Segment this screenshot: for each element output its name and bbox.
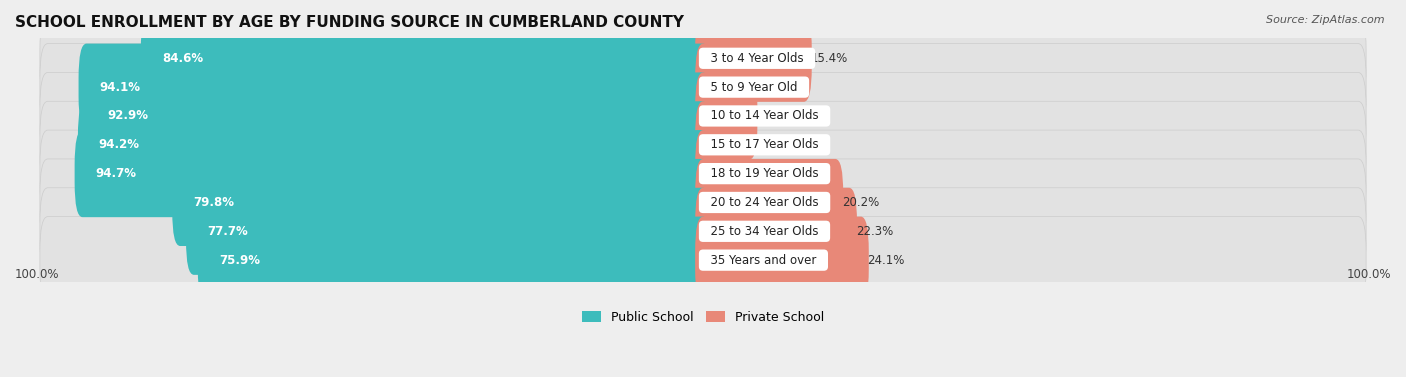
FancyBboxPatch shape bbox=[695, 217, 869, 304]
Text: 7.1%: 7.1% bbox=[756, 109, 786, 123]
FancyBboxPatch shape bbox=[695, 72, 758, 159]
FancyBboxPatch shape bbox=[39, 217, 1367, 304]
Text: 18 to 19 Year Olds: 18 to 19 Year Olds bbox=[703, 167, 827, 180]
FancyBboxPatch shape bbox=[141, 15, 711, 102]
Text: 15.4%: 15.4% bbox=[810, 52, 848, 65]
Text: Source: ZipAtlas.com: Source: ZipAtlas.com bbox=[1267, 15, 1385, 25]
Text: 5.3%: 5.3% bbox=[744, 167, 773, 180]
Text: 3 to 4 Year Olds: 3 to 4 Year Olds bbox=[703, 52, 811, 65]
FancyBboxPatch shape bbox=[39, 159, 1367, 246]
Text: 75.9%: 75.9% bbox=[219, 254, 260, 267]
FancyBboxPatch shape bbox=[695, 15, 811, 102]
FancyBboxPatch shape bbox=[86, 72, 711, 159]
Text: 92.9%: 92.9% bbox=[107, 109, 149, 123]
Text: 24.1%: 24.1% bbox=[868, 254, 905, 267]
Text: SCHOOL ENROLLMENT BY AGE BY FUNDING SOURCE IN CUMBERLAND COUNTY: SCHOOL ENROLLMENT BY AGE BY FUNDING SOUR… bbox=[15, 15, 683, 30]
Text: 94.7%: 94.7% bbox=[96, 167, 136, 180]
FancyBboxPatch shape bbox=[173, 159, 711, 246]
Text: 5.9%: 5.9% bbox=[748, 81, 778, 93]
Text: 77.7%: 77.7% bbox=[207, 225, 247, 238]
FancyBboxPatch shape bbox=[39, 188, 1367, 275]
FancyBboxPatch shape bbox=[79, 44, 711, 131]
FancyBboxPatch shape bbox=[695, 159, 844, 246]
Text: 100.0%: 100.0% bbox=[15, 268, 59, 281]
FancyBboxPatch shape bbox=[77, 101, 711, 188]
FancyBboxPatch shape bbox=[39, 15, 1367, 102]
FancyBboxPatch shape bbox=[39, 44, 1367, 131]
Text: 100.0%: 100.0% bbox=[1347, 268, 1391, 281]
Legend: Public School, Private School: Public School, Private School bbox=[576, 306, 830, 329]
FancyBboxPatch shape bbox=[186, 188, 711, 275]
FancyBboxPatch shape bbox=[39, 72, 1367, 159]
FancyBboxPatch shape bbox=[695, 44, 749, 131]
FancyBboxPatch shape bbox=[695, 101, 749, 188]
Text: 22.3%: 22.3% bbox=[856, 225, 893, 238]
Text: 94.1%: 94.1% bbox=[100, 81, 141, 93]
Text: 10 to 14 Year Olds: 10 to 14 Year Olds bbox=[703, 109, 827, 123]
Text: 15 to 17 Year Olds: 15 to 17 Year Olds bbox=[703, 138, 827, 151]
Text: 94.2%: 94.2% bbox=[98, 138, 139, 151]
FancyBboxPatch shape bbox=[695, 188, 858, 275]
FancyBboxPatch shape bbox=[39, 101, 1367, 188]
FancyBboxPatch shape bbox=[198, 217, 711, 304]
Text: 20 to 24 Year Olds: 20 to 24 Year Olds bbox=[703, 196, 827, 209]
FancyBboxPatch shape bbox=[695, 130, 745, 217]
Text: 79.8%: 79.8% bbox=[193, 196, 235, 209]
Text: 84.6%: 84.6% bbox=[162, 52, 202, 65]
Text: 35 Years and over: 35 Years and over bbox=[703, 254, 824, 267]
Text: 5.8%: 5.8% bbox=[748, 138, 778, 151]
Text: 20.2%: 20.2% bbox=[842, 196, 879, 209]
FancyBboxPatch shape bbox=[39, 130, 1367, 217]
FancyBboxPatch shape bbox=[75, 130, 711, 217]
Text: 5 to 9 Year Old: 5 to 9 Year Old bbox=[703, 81, 806, 93]
Text: 25 to 34 Year Olds: 25 to 34 Year Olds bbox=[703, 225, 825, 238]
